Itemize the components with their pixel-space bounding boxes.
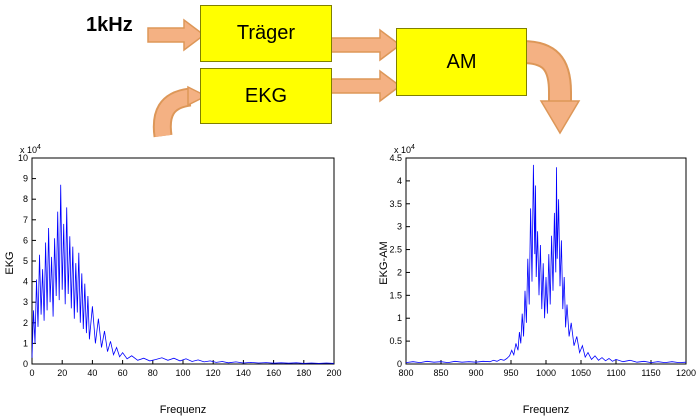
svg-text:950: 950 bbox=[503, 368, 518, 378]
svg-text:20: 20 bbox=[57, 368, 67, 378]
svg-text:850: 850 bbox=[433, 368, 448, 378]
diagram-arrows bbox=[147, 18, 581, 138]
svg-text:8: 8 bbox=[23, 194, 28, 204]
svg-text:4: 4 bbox=[397, 176, 402, 186]
arrow-ekg-input bbox=[152, 85, 208, 138]
block-am-label: AM bbox=[446, 50, 477, 73]
svg-text:900: 900 bbox=[468, 368, 483, 378]
y-axis-label-ekg-am: EKG-AM bbox=[378, 241, 390, 286]
x-axis-label-frequenz-left: Frequenz bbox=[159, 404, 207, 416]
svg-text:1050: 1050 bbox=[571, 368, 591, 378]
svg-text:180: 180 bbox=[296, 368, 311, 378]
svg-text:x 104: x 104 bbox=[394, 144, 415, 155]
svg-text:160: 160 bbox=[266, 368, 281, 378]
svg-text:2: 2 bbox=[397, 267, 402, 277]
svg-text:3.5: 3.5 bbox=[389, 199, 402, 209]
svg-text:0: 0 bbox=[397, 359, 402, 369]
arrow-1khz-to-traeger bbox=[147, 18, 206, 52]
x-axis-label-frequenz-right: Frequenz bbox=[522, 404, 570, 416]
svg-text:3: 3 bbox=[397, 222, 402, 232]
svg-text:0: 0 bbox=[29, 368, 34, 378]
arrow-am-output bbox=[521, 40, 581, 135]
svg-text:1: 1 bbox=[23, 338, 28, 348]
block-ekg: EKG bbox=[200, 68, 332, 124]
svg-text:200: 200 bbox=[326, 368, 341, 378]
y-axis-label-ekg: EKG bbox=[4, 251, 16, 276]
block-ekg-label: EKG bbox=[244, 84, 288, 107]
svg-text:0: 0 bbox=[23, 359, 28, 369]
svg-text:800: 800 bbox=[398, 368, 413, 378]
svg-text:1150: 1150 bbox=[641, 368, 660, 378]
block-traeger-label: Träger bbox=[236, 22, 296, 44]
svg-text:80: 80 bbox=[148, 368, 158, 378]
ekg-spectrum-chart: 0 20 40 60 80 100 120 140 160 180 200 0 1 2 3 4 5 6 7 8 9 10 x… bbox=[2, 142, 344, 418]
block-am: AM bbox=[396, 28, 527, 96]
svg-text:x 104: x 104 bbox=[20, 144, 41, 155]
svg-text:3: 3 bbox=[23, 297, 28, 307]
arrow-ekg-to-am bbox=[330, 69, 402, 103]
svg-text:100: 100 bbox=[175, 368, 190, 378]
svg-text:140: 140 bbox=[236, 368, 251, 378]
svg-text:1200: 1200 bbox=[676, 368, 696, 378]
ekg-spectrum-plot: 0 20 40 60 80 100 120 140 160 180 200 0 1 2 3 4 5 6 7 8 9 10x… bbox=[18, 144, 342, 378]
svg-text:0.5: 0.5 bbox=[389, 336, 402, 346]
svg-text:6: 6 bbox=[23, 235, 28, 245]
svg-text:9: 9 bbox=[23, 174, 28, 184]
svg-text:5: 5 bbox=[23, 256, 28, 266]
svg-text:4: 4 bbox=[23, 277, 28, 287]
svg-text:2.5: 2.5 bbox=[389, 245, 402, 255]
svg-text:40: 40 bbox=[87, 368, 97, 378]
ekg-am-spectrum-plot: 800 850 900 950 1000 1050 1100 1150 1200 0 0.5 1 1.5… bbox=[389, 144, 696, 378]
svg-text:60: 60 bbox=[118, 368, 128, 378]
ekg-am-spectrum-chart: 800 850 900 950 1000 1050 1100 1150 1200 0 0.5 1 1.5… bbox=[376, 142, 696, 418]
input-frequency-label: 1kHz bbox=[86, 14, 133, 36]
svg-text:10: 10 bbox=[18, 153, 28, 163]
block-diagram: 1kHz Träger EKG AM bbox=[0, 0, 697, 148]
svg-text:1100: 1100 bbox=[606, 368, 625, 378]
svg-text:1.5: 1.5 bbox=[389, 290, 402, 300]
svg-text:1000: 1000 bbox=[536, 368, 556, 378]
svg-text:4.5: 4.5 bbox=[389, 153, 402, 163]
svg-text:2: 2 bbox=[23, 318, 28, 328]
block-traeger: Träger bbox=[200, 5, 332, 62]
svg-text:1: 1 bbox=[397, 313, 402, 323]
svg-text:7: 7 bbox=[23, 215, 28, 225]
svg-text:120: 120 bbox=[206, 368, 221, 378]
arrow-traeger-to-am bbox=[330, 28, 402, 62]
